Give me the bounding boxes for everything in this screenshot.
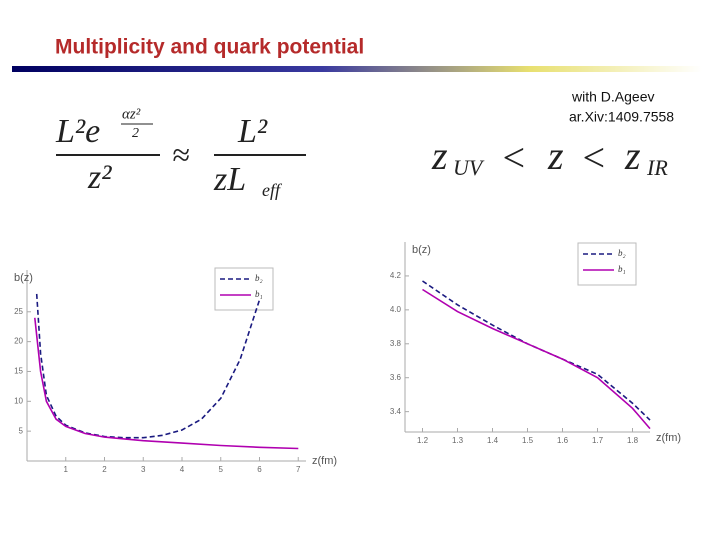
legend-label: b₂	[255, 273, 263, 283]
x-tick-label: 2	[102, 465, 107, 474]
formula: <	[500, 135, 527, 180]
x-tick-label: 7	[296, 465, 301, 474]
y-axis-label: b(z)	[412, 244, 431, 256]
y-tick-label: 3.6	[390, 373, 402, 382]
formula: <	[580, 135, 607, 180]
note: ar.Xiv:1409.7558	[569, 109, 674, 125]
x-tick-label: 6	[257, 465, 262, 474]
formula: ≈	[172, 136, 190, 172]
legend-label: b₂	[618, 248, 626, 258]
x-tick-label: 1	[64, 465, 69, 474]
y-tick-label: 3.4	[390, 407, 402, 416]
series-line	[35, 293, 261, 439]
formula: eff	[262, 180, 283, 200]
y-tick-label: 4.2	[390, 271, 402, 280]
x-tick-label: 5	[219, 465, 224, 474]
formula: αz²	[122, 106, 141, 122]
note: with D.Ageev	[571, 89, 654, 105]
x-tick-label: 1.3	[452, 436, 464, 445]
formula: L²	[237, 113, 268, 150]
x-axis-label: z(fm)	[656, 432, 681, 444]
legend-box	[214, 267, 274, 311]
series-line	[422, 280, 651, 421]
formula: UV	[453, 155, 485, 180]
formula: IR	[646, 155, 668, 180]
formula: 2	[132, 126, 139, 141]
formula: zL	[213, 161, 246, 198]
y-tick-label: 3.8	[390, 339, 402, 348]
x-tick-label: 1.2	[417, 436, 429, 445]
x-tick-label: 1.8	[627, 436, 639, 445]
y-tick-label: 20	[14, 337, 23, 346]
formula: z	[547, 133, 564, 178]
x-axis-label: z(fm)	[312, 455, 337, 467]
series-line	[422, 288, 651, 430]
title-rule	[12, 66, 702, 72]
formula: z²	[87, 159, 112, 196]
series-line	[34, 317, 299, 450]
legend-box	[577, 242, 637, 286]
formula: L²e	[55, 113, 100, 150]
y-tick-label: 25	[14, 307, 23, 316]
legend-label: b₁	[618, 264, 626, 274]
y-axis-label: b(z)	[14, 272, 33, 284]
x-tick-label: 1.5	[522, 436, 534, 445]
x-tick-label: 1.6	[557, 436, 569, 445]
x-tick-label: 1.7	[592, 436, 604, 445]
formula: z	[431, 133, 448, 178]
y-tick-label: 4.0	[390, 305, 402, 314]
legend-label: b₁	[255, 289, 263, 299]
formula: z	[624, 133, 641, 178]
y-tick-label: 15	[14, 367, 23, 376]
title: Multiplicity and quark potential	[55, 36, 364, 59]
x-tick-label: 1.4	[487, 436, 499, 445]
x-tick-label: 3	[141, 465, 146, 474]
y-tick-label: 5	[19, 426, 24, 435]
x-tick-label: 4	[180, 465, 185, 474]
y-tick-label: 10	[14, 396, 23, 405]
